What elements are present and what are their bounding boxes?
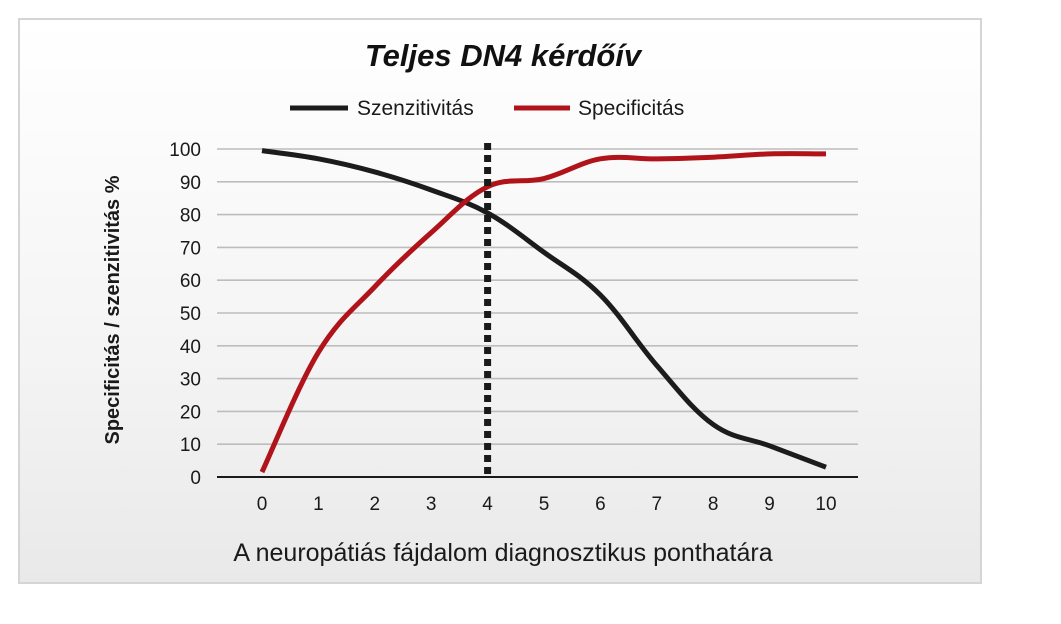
y-tick-label: 10 bbox=[180, 435, 201, 456]
x-tick-labels: 0 1 2 3 4 5 6 7 8 9 10 bbox=[257, 494, 837, 515]
x-tick-label: 3 bbox=[426, 494, 437, 515]
series-line-specificitas bbox=[259, 151, 827, 474]
y-tick-label: 60 bbox=[180, 271, 201, 292]
legend: Szenzitivitás Specificitás bbox=[290, 97, 684, 120]
legend-label-specificitas: Specificitás bbox=[578, 97, 684, 120]
x-tick-label: 8 bbox=[708, 494, 719, 515]
y-tick-label: 100 bbox=[169, 140, 201, 161]
x-tick-label: 0 bbox=[257, 494, 268, 515]
y-tick-label: 80 bbox=[180, 206, 201, 227]
y-tick-label: 90 bbox=[180, 173, 201, 194]
x-tick-label: 9 bbox=[764, 494, 775, 515]
chart-svg: Teljes DN4 kérdőív Szenzitivitás Specifi… bbox=[102, 38, 858, 567]
x-tick-label: 5 bbox=[539, 494, 550, 515]
y-tick-label: 50 bbox=[180, 304, 201, 325]
series-lines bbox=[259, 148, 827, 474]
series-line-szenzitivitas bbox=[261, 148, 827, 470]
y-tick-label: 30 bbox=[180, 370, 201, 391]
y-tick-label: 20 bbox=[180, 402, 201, 423]
y-axis-label: Specificitás / szenzitivitás % bbox=[102, 175, 124, 444]
y-tick-label: 70 bbox=[180, 238, 201, 259]
x-tick-label: 6 bbox=[595, 494, 606, 515]
legend-label-szenzitivitas: Szenzitivitás bbox=[357, 97, 474, 120]
x-tick-label: 7 bbox=[652, 494, 663, 515]
x-tick-label: 10 bbox=[815, 494, 836, 515]
y-tick-label: 0 bbox=[190, 468, 201, 489]
grid-lines bbox=[217, 148, 858, 478]
y-tick-label: 40 bbox=[180, 337, 201, 358]
y-tick-labels: 0 10 20 30 40 50 60 70 80 90 100 bbox=[169, 140, 201, 489]
chart-title: Teljes DN4 kérdőív bbox=[365, 38, 643, 73]
chart-panel: Teljes DN4 kérdőív Szenzitivitás Specifi… bbox=[18, 18, 982, 584]
x-tick-label: 2 bbox=[370, 494, 381, 515]
x-tick-label: 4 bbox=[482, 494, 493, 515]
x-axis-label: A neuropátiás fájdalom diagnosztikus pon… bbox=[233, 539, 772, 567]
x-tick-label: 1 bbox=[313, 494, 324, 515]
